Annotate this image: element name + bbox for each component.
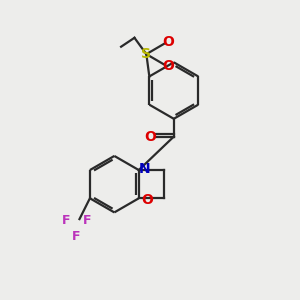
Text: S: S bbox=[141, 47, 152, 61]
Text: O: O bbox=[163, 35, 175, 49]
Text: F: F bbox=[83, 214, 91, 227]
Text: F: F bbox=[62, 214, 70, 227]
Text: O: O bbox=[141, 193, 153, 207]
Text: O: O bbox=[163, 59, 175, 73]
Text: O: O bbox=[145, 130, 157, 144]
Text: N: N bbox=[139, 162, 151, 176]
Text: F: F bbox=[72, 230, 81, 243]
